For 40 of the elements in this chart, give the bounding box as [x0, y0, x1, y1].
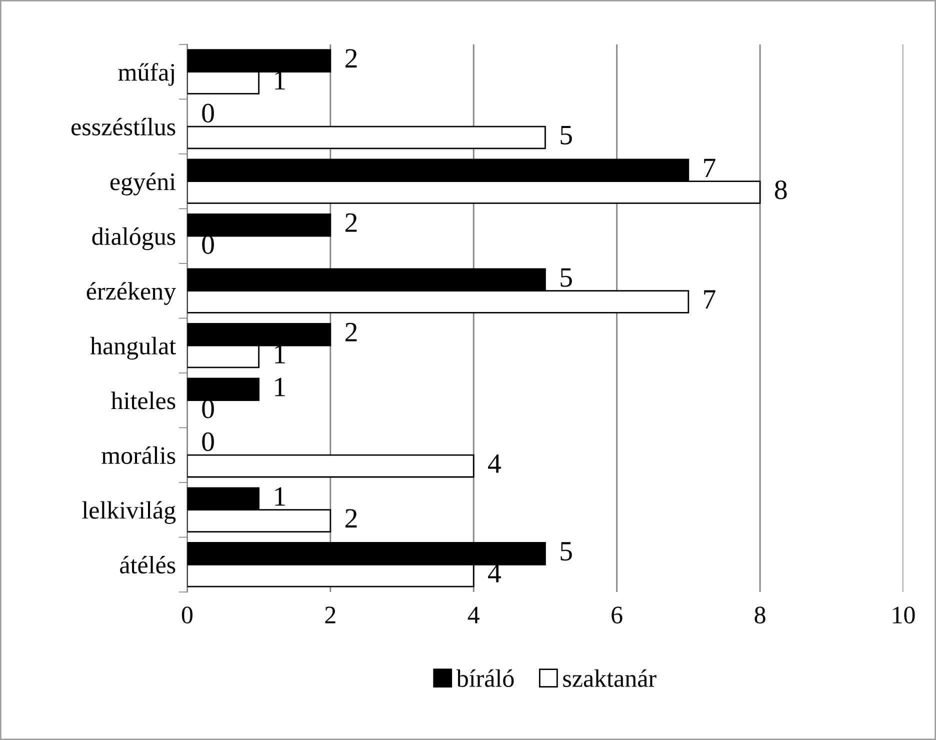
- x-tick-label: 10: [892, 606, 915, 624]
- data-label: 1: [275, 344, 285, 364]
- data-label: 0: [202, 104, 214, 123]
- y-tick-label: lelkivilág: [82, 501, 176, 524]
- x-tick-label: 2: [325, 606, 336, 624]
- y-tick-label: esszéstílus: [72, 118, 176, 136]
- data-label: 1: [275, 487, 285, 506]
- bar: [187, 378, 260, 402]
- legend-label: bíráló: [456, 669, 514, 688]
- x-tick-label: 6: [612, 606, 622, 624]
- y-tick-label: átélés: [120, 556, 176, 574]
- bar: [187, 126, 546, 150]
- bar: [187, 213, 332, 237]
- data-label: 2: [346, 49, 357, 68]
- bar: [187, 454, 474, 478]
- legend-label: szaktanár: [563, 669, 656, 688]
- y-tick-label: dialógus: [92, 227, 176, 250]
- data-label: 5: [560, 268, 572, 287]
- data-label: 0: [202, 432, 214, 452]
- y-tick-label: érzékeny: [86, 282, 176, 305]
- data-label: 4: [488, 564, 501, 582]
- y-tick-label: hangulat: [90, 336, 176, 360]
- data-label: 5: [560, 126, 572, 144]
- data-label: 5: [560, 542, 572, 561]
- data-label: 4: [488, 454, 501, 473]
- data-label: 8: [774, 180, 787, 200]
- y-tick-label: morális: [102, 446, 176, 464]
- data-label: 1: [275, 71, 285, 90]
- y-tick-label: műfaj: [118, 62, 174, 86]
- data-label: 2: [346, 213, 357, 232]
- y-tick-label: egyéni: [110, 172, 176, 196]
- data-label: 7: [704, 290, 716, 308]
- x-tick-label: 4: [468, 606, 480, 624]
- data-label: 1: [275, 378, 285, 396]
- data-label: 2: [346, 322, 357, 342]
- x-tick-label: 0: [182, 606, 192, 624]
- data-label: 2: [346, 509, 357, 528]
- data-label: 7: [704, 158, 716, 178]
- x-tick-label: 8: [754, 606, 766, 624]
- y-tick-label: hiteles: [111, 392, 176, 410]
